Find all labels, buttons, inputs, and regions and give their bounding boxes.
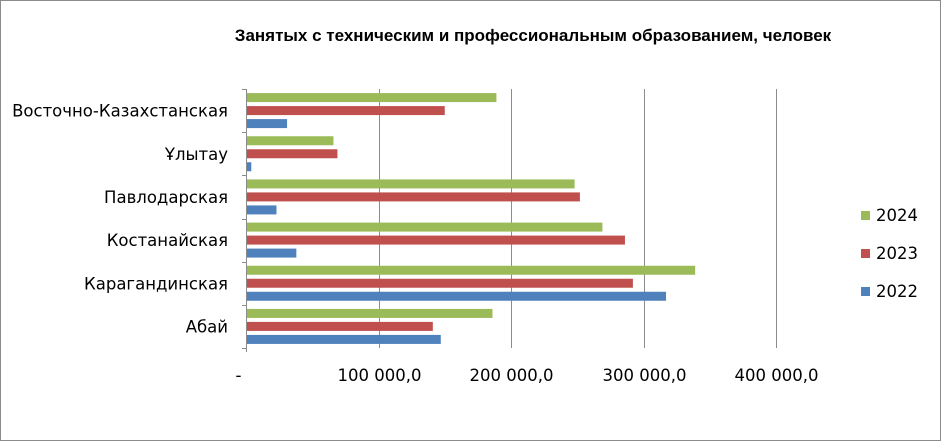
x-tick-label: 300 000,0 [603,366,687,385]
bar-2022 [247,334,441,344]
axis [242,89,247,352]
bar-2022 [247,205,277,215]
bar-2024 [247,179,575,189]
bar-2024 [247,308,493,318]
chart-title: Занятых с техническим и профессиональным… [234,26,832,45]
bar-2023 [247,235,625,245]
legend-label: 2023 [876,244,918,263]
bar-2023 [247,321,433,331]
category-label: Восточно-Казахстанская [12,102,228,121]
grid-lines [379,89,777,348]
category-label: Костанайская [107,231,228,250]
legend-label: 2022 [876,282,918,301]
category-labels: Абай Карагандинская Костанайская Павлодарск… [12,102,228,337]
bar-2024 [247,265,696,275]
bar-2022 [247,162,252,172]
bar-2022 [247,291,667,301]
bar-2023 [247,106,445,116]
legend-swatch-2022 [861,287,870,296]
bars [247,93,696,344]
bar-2024 [247,93,497,103]
bar-2024 [247,136,334,146]
x-tick-label: 100 000,0 [338,366,422,385]
x-tick-label: 200 000,0 [470,366,554,385]
category-label: Карагандинская [84,274,228,293]
category-label: Ұлытау [164,145,228,164]
bar-2022 [247,248,297,258]
x-tick-label: 400 000,0 [735,366,819,385]
legend-swatch-2023 [861,249,870,258]
legend-swatch-2024 [861,211,870,220]
bar-2023 [247,278,633,288]
x-tick-label: - [236,366,242,385]
bar-2023 [247,192,580,202]
category-label: Павлодарская [104,188,228,207]
x-tick-labels: - 100 000,0 200 000,0 300 000,0 400 000,0 [236,366,819,385]
legend: 2024 2023 2022 [861,206,918,301]
bar-2022 [247,119,288,129]
category-label: Абай [186,317,228,336]
legend-label: 2024 [876,206,918,225]
bar-2023 [247,149,338,159]
bar-2024 [247,222,603,232]
